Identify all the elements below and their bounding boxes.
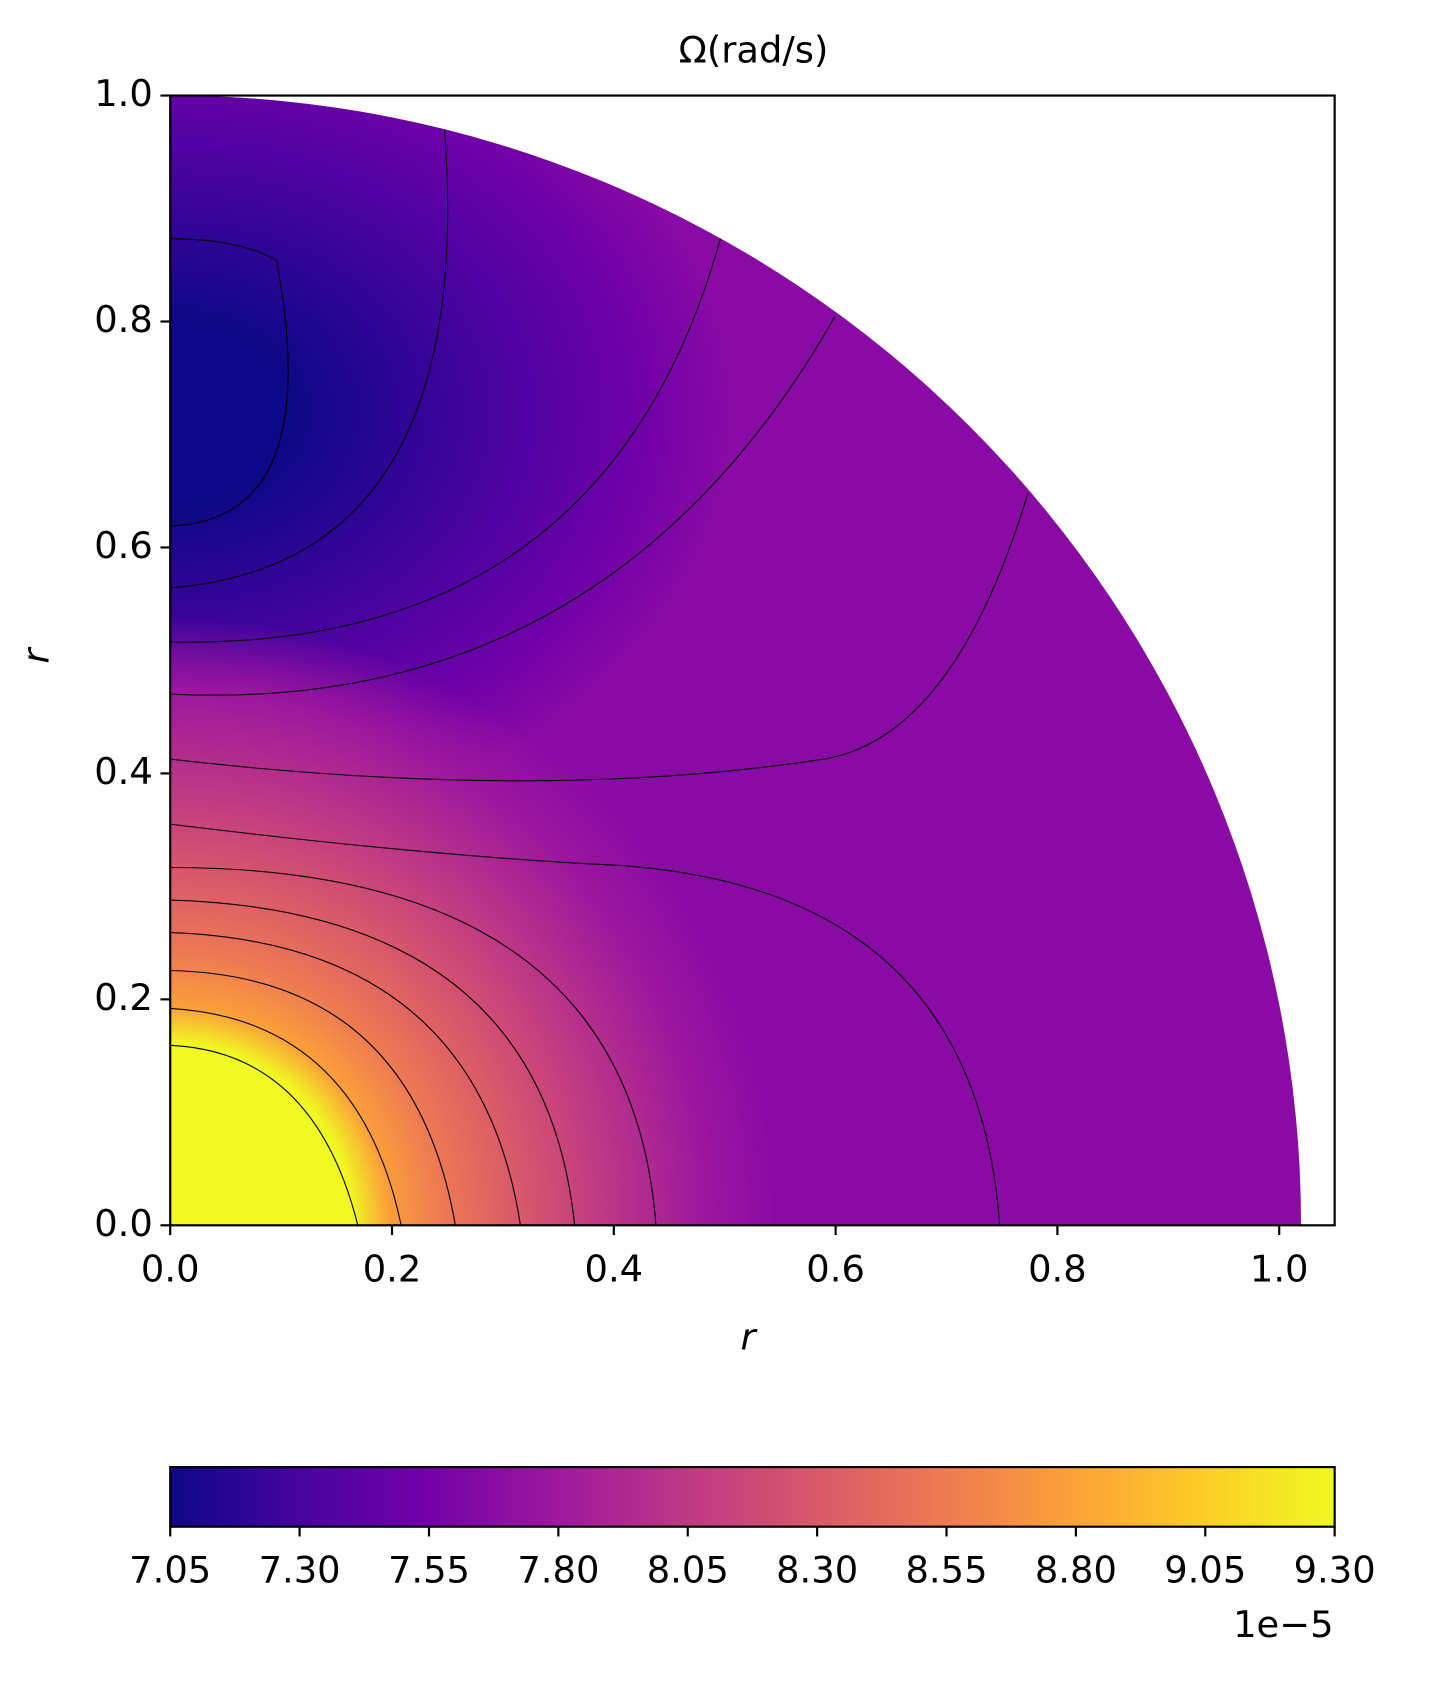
colorbar-tick-label: 7.80 <box>517 1549 599 1592</box>
y-axis-label: r <box>14 646 57 664</box>
colorbar-tick-label: 8.55 <box>905 1549 987 1592</box>
colorbar-offset: 1e−5 <box>1233 1603 1333 1646</box>
colorbar-tick-label: 7.30 <box>259 1549 341 1592</box>
y-tick-label: 0.8 <box>94 298 153 341</box>
contour-field <box>170 95 1302 1226</box>
colorbar-tick-label: 8.30 <box>776 1549 858 1592</box>
x-tick-label: 0.6 <box>806 1247 865 1290</box>
y-tick-label: 0.0 <box>94 1202 153 1245</box>
colorbar-tick-label: 7.55 <box>388 1549 470 1592</box>
y-tick-label: 0.2 <box>94 976 153 1019</box>
colorbar-tick-label: 8.80 <box>1035 1549 1117 1592</box>
colorbar-tick-label: 9.30 <box>1294 1549 1376 1592</box>
field-high <box>170 95 1302 1226</box>
colorbar-tick-label: 8.05 <box>647 1549 729 1592</box>
plot-frame <box>169 94 1336 1227</box>
colorbar <box>169 1465 1336 1528</box>
colorbar-tick-label: 7.05 <box>129 1549 211 1592</box>
x-axis-label: r <box>741 1316 759 1359</box>
x-tick-label: 0.4 <box>585 1247 644 1290</box>
colorbar-tick-label: 9.05 <box>1164 1549 1246 1592</box>
y-tick-label: 0.6 <box>94 524 153 567</box>
y-tick-label: 0.4 <box>94 750 153 793</box>
x-tick-label: 0.8 <box>1028 1247 1087 1290</box>
contour-lines <box>170 130 1029 1226</box>
chart-title: Ω(rad/s) <box>679 29 829 72</box>
x-tick-label: 1.0 <box>1250 1247 1309 1290</box>
y-tick-label: 1.0 <box>94 72 153 115</box>
x-tick-label: 0.0 <box>141 1247 200 1290</box>
x-tick-label: 0.2 <box>363 1247 422 1290</box>
